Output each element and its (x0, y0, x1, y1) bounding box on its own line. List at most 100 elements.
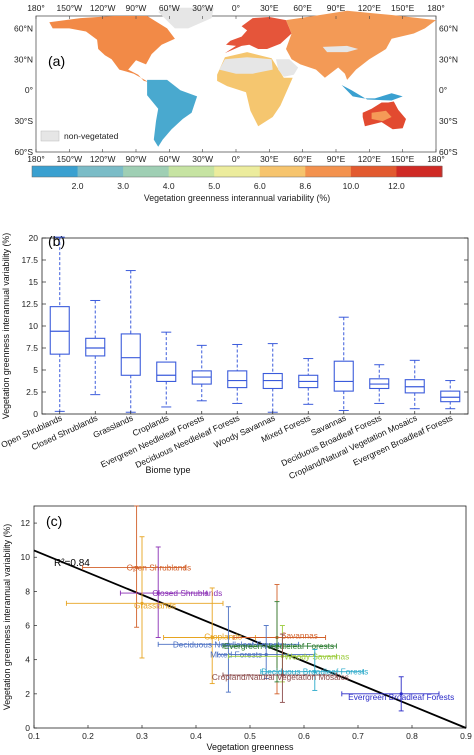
colorbar-tick-label: 12.0 (388, 181, 405, 191)
map-bottom-lon-label: 30°W (192, 154, 213, 164)
scatter-x-tick-label: 0.3 (136, 731, 148, 741)
scatter-y-tick-label: 6 (25, 621, 30, 631)
scatter-point (399, 692, 403, 696)
box-iqr (440, 390, 461, 403)
boxplot-y-tick-label: 5 (33, 365, 38, 375)
map-top-lon-label: 60°E (293, 3, 312, 13)
map-top-lon-label: 90°E (327, 3, 346, 13)
scatter-y-tick-label: 0 (25, 723, 30, 733)
nonveg-legend-label: non-vegetated (64, 131, 119, 141)
panel-b-label: (b) (48, 233, 65, 249)
map-top-lon-label: 180° (27, 3, 45, 13)
map-right-lat-label: 60°S (439, 147, 458, 157)
boxplot-y-tick-label: 20 (29, 233, 39, 243)
scatter-point-label: Mixed Forests (210, 650, 262, 660)
scatter-point (140, 601, 144, 605)
map-top-lon-label: 120°W (90, 3, 116, 13)
map-bottom-lon-label: 60°E (293, 154, 312, 164)
boxplot-y-tick-label: 7.5 (26, 343, 38, 353)
map-top-lon-label: 60°W (159, 3, 180, 13)
boxplot-y-tick-label: 17.5 (21, 255, 38, 265)
scatter-point-label: Savannas (281, 630, 318, 640)
land-greenland (158, 7, 214, 29)
map-bottom-lon-label: 120°W (90, 154, 116, 164)
scatter-point-label: Grasslands (134, 600, 176, 610)
colorbar-segment (259, 166, 306, 177)
map-top-lon-label: 90°W (126, 3, 147, 13)
colorbar-tick-label: 6.0 (254, 181, 266, 191)
colorbar-tick-label: 3.0 (117, 181, 129, 191)
colorbar-frame (31, 165, 443, 178)
map-left-lat-label: 60°N (14, 23, 33, 33)
map-top-lon-label: 0° (232, 3, 240, 13)
panel-c-scatter: 0.1 0.2 0.3 0.4 0.5 0.6 0.7 0.8 0.9 0 2 4 6 8 10 12 Vege… (2, 505, 472, 752)
land-arabia-desert (276, 59, 299, 77)
panel-a-map: 180° 150°W 120°W 90°W 60°W 30°W 0° 30°E 60°E 90°E… (14, 3, 458, 203)
box-iqr (120, 333, 141, 376)
map-bottom-lon-label: 180° (27, 154, 45, 164)
land-central-asia-desert (322, 45, 359, 53)
map-bottom-lon-label: 150°W (57, 154, 83, 164)
colorbar-segment (123, 166, 170, 177)
scatter-point (313, 670, 317, 674)
scatter-y-tick-label: 12 (21, 518, 31, 528)
panel-a-label: (a) (48, 53, 65, 69)
map-right-lat-label: 60°N (439, 23, 458, 33)
scatter-point (210, 635, 214, 640)
scatter-x-tick-label: 0.4 (190, 731, 202, 741)
scatter-point (226, 642, 230, 646)
map-bottom-lon-label: 120°E (358, 154, 382, 164)
scatter-x-tick-label: 0.8 (406, 731, 418, 741)
scatter-point (156, 591, 160, 595)
box-iqr (333, 360, 354, 392)
map-left-lat-label: 30°N (14, 54, 33, 64)
boxplot-axes-frame (41, 237, 469, 415)
land-europe (224, 17, 292, 54)
boxplot-y-tick-label: 15 (29, 277, 39, 287)
boxplot-category-label: Grasslands (91, 413, 134, 440)
land-australia-interior (371, 110, 392, 122)
boxplot-y-tick-label: 2.5 (26, 387, 38, 397)
panel-b-boxplot: 0 2.5 5 7.5 10 12.5 15 17.5 20 Vegetation greenne… (0, 233, 469, 480)
land-north-america (49, 16, 175, 82)
r-squared-annotation: R²=0.84 (54, 558, 90, 569)
boxplot-y-tick-label: 12.5 (21, 299, 38, 309)
map-right-lat-label: 30°S (439, 116, 458, 126)
boxplot-y-tick-label: 10 (29, 321, 39, 331)
scatter-x-tick-label: 0.7 (352, 731, 364, 741)
map-bottom-lon-label: 90°E (327, 154, 346, 164)
scatter-point-label: Deciduous Broadleaf Forests (261, 667, 368, 677)
colorbar-tick-label: 4.0 (163, 181, 175, 191)
colorbar-tick-label: 8.6 (299, 181, 311, 191)
scatter-y-tick-label: 2 (25, 689, 30, 699)
scatter-x-tick-label: 0.9 (460, 731, 472, 741)
box-iqr (227, 370, 248, 389)
colorbar-segment (350, 166, 397, 177)
regression-line (33, 549, 467, 729)
scatter-point-label: Woody Savannas (284, 651, 349, 661)
panel-c-label: (c) (46, 513, 62, 529)
scatter-x-tick-label: 0.5 (244, 731, 256, 741)
colorbar-segment (214, 166, 261, 177)
box-iqr (156, 361, 177, 382)
scatter-x-tick-label: 0.6 (298, 731, 310, 741)
scatter-point-label: Deciduous Needleleaf Forests (173, 639, 284, 649)
map-bottom-lon-label: 60°W (159, 154, 180, 164)
scatter-point-label: Croplands (204, 631, 242, 641)
colorbar-title: Vegetation greenness interannual variabi… (144, 193, 330, 203)
scatter-x-tick-label: 0.1 (28, 731, 40, 741)
scatter-point (275, 644, 279, 648)
colorbar-tick-label: 10.0 (343, 181, 360, 191)
colorbar-segment (77, 166, 124, 177)
scatter-point (135, 565, 139, 570)
scatter-y-tick-label: 4 (25, 655, 30, 665)
map-bottom-lon-label: 30°E (260, 154, 279, 164)
map-right-lat-label: 0° (439, 85, 447, 95)
map-bottom-lon-label: 180° (427, 154, 445, 164)
colorbar-segment (305, 166, 352, 177)
nonveg-legend-swatch (40, 130, 60, 142)
boxplot-x-axis-label: Biome type (145, 465, 190, 475)
scatter-point-label: Open Shrublands (127, 562, 192, 572)
colorbar-segment (32, 166, 79, 177)
colorbar-segment (396, 166, 443, 177)
